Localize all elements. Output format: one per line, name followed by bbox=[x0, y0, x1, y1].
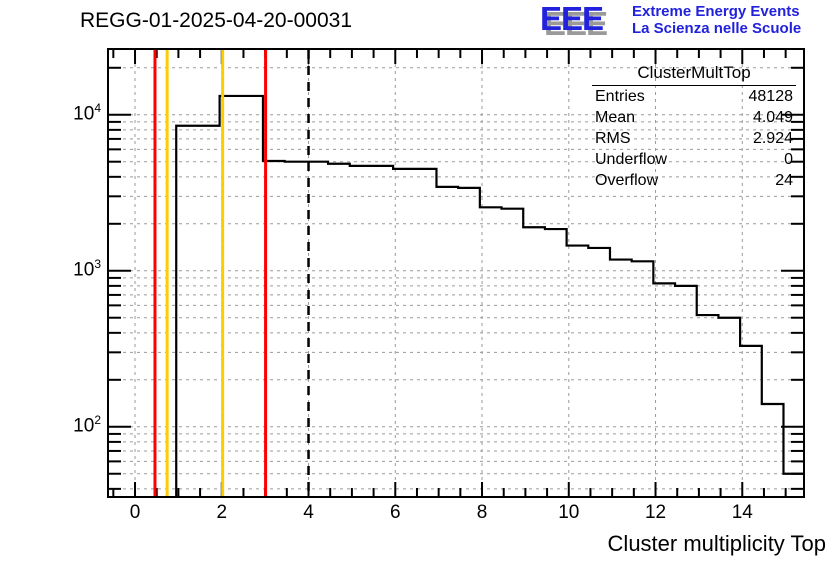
x-axis-tick-label: 8 bbox=[476, 502, 488, 523]
histogram-step-line bbox=[175, 94, 803, 496]
eee-logo: EEE EEE Extreme Energy Events La Scienza… bbox=[540, 0, 832, 42]
stats-row-label: Overflow bbox=[595, 172, 659, 189]
x-axis-tick-label: 12 bbox=[644, 502, 667, 523]
y-tick-exponent: 4 bbox=[94, 100, 101, 115]
stats-row-label: Mean bbox=[595, 109, 636, 126]
stats-row-value: 0 bbox=[784, 151, 793, 168]
eee-logo-mark: EEE bbox=[540, 0, 604, 37]
y-tick-exponent: 2 bbox=[94, 412, 101, 427]
y-tick-mantissa: 10 bbox=[73, 103, 95, 125]
x-axis-tick-label: 10 bbox=[558, 502, 580, 523]
stats-row: Overflow 24 bbox=[592, 170, 796, 191]
page-title: REGG-01-2025-04-20-00031 bbox=[80, 9, 352, 32]
stats-row: Mean 4.049 bbox=[592, 107, 796, 128]
y-axis-tick-label: 104 bbox=[45, 101, 101, 125]
x-axis-title: Cluster multiplicity Top bbox=[607, 531, 826, 556]
y-tick-exponent: 3 bbox=[94, 256, 101, 271]
y-axis-tick-label: 102 bbox=[45, 413, 101, 437]
stats-row: Underflow 0 bbox=[592, 149, 796, 170]
stats-row-value: 24 bbox=[775, 172, 793, 189]
stats-row: RMS 2.924 bbox=[592, 128, 796, 149]
stats-row-value: 2.924 bbox=[752, 130, 793, 147]
x-axis-tick-label: 14 bbox=[731, 502, 753, 523]
eee-logo-line2: La Scienza nelle Scuole bbox=[632, 20, 802, 37]
plot-frame bbox=[107, 48, 805, 498]
eee-logo-shadow-text: EEE bbox=[544, 5, 608, 42]
stats-row-label: Underflow bbox=[595, 151, 668, 168]
stats-row: Entries 48128 bbox=[592, 86, 796, 107]
x-axis-tick-label: 0 bbox=[129, 502, 141, 523]
x-axis-tick-label: 6 bbox=[389, 502, 401, 523]
y-tick-mantissa: 10 bbox=[73, 415, 95, 437]
eee-logo-line1: Extreme Energy Events bbox=[632, 3, 800, 20]
stats-title: ClusterMultTop bbox=[592, 62, 796, 86]
x-axis-tick-label: 2 bbox=[216, 502, 228, 523]
stats-box: ClusterMultTop Entries 48128 Mean 4.049 RMS 2… bbox=[592, 62, 796, 191]
stats-row-value: 48128 bbox=[748, 88, 794, 105]
x-axis-tick-label: 4 bbox=[303, 502, 314, 523]
y-tick-mantissa: 10 bbox=[73, 259, 95, 281]
stats-row-value: 4.049 bbox=[752, 109, 793, 126]
histogram-plot bbox=[109, 50, 803, 496]
y-axis-tick-label: 103 bbox=[45, 257, 101, 281]
stats-row-label: Entries bbox=[595, 88, 645, 105]
stats-row-label: RMS bbox=[595, 130, 631, 147]
